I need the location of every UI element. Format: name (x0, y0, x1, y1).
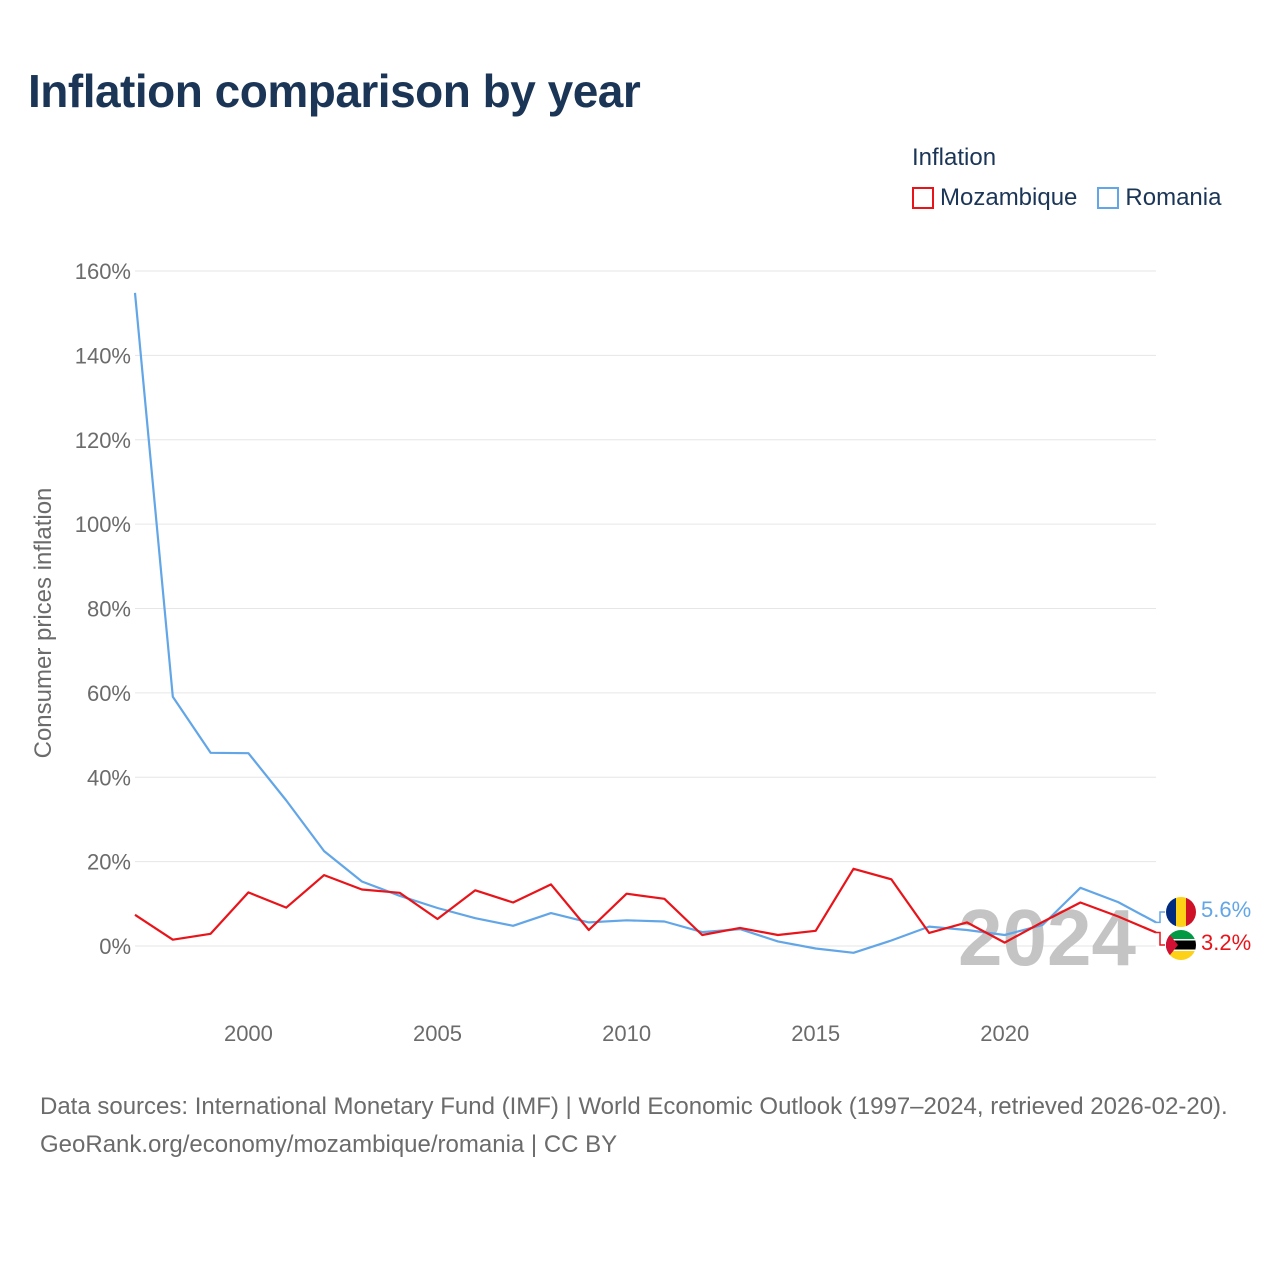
y-axis-label: Consumer prices inflation (30, 488, 57, 759)
legend-title: Inflation (912, 144, 997, 171)
data-sources: Data sources: International Monetary Fun… (40, 1093, 1228, 1120)
series-line-mozambique (134, 867, 1157, 944)
legend-label-romania: Romania (1125, 184, 1222, 211)
x-tick-label: 2010 (602, 1021, 651, 1046)
mozambique-label-connector (1156, 931, 1165, 946)
mozambique-flag-icon (1166, 930, 1196, 960)
romania-label-connector (1156, 911, 1165, 924)
x-tick-label: 2020 (980, 1021, 1029, 1046)
y-tick-label: 0% (99, 934, 131, 959)
credit-link[interactable]: GeoRank.org/economy/mozambique/romania |… (40, 1131, 618, 1158)
y-tick-label: 140% (75, 343, 131, 368)
legend: Mozambique Romania (912, 184, 1221, 212)
x-tick-label: 2015 (791, 1021, 840, 1046)
line-chart: 0%20%40%60%80%100%120%140%160% 2000 2005 2… (30, 259, 1251, 1046)
y-tick-label: 40% (87, 765, 131, 790)
romania-flag-icon (1166, 897, 1196, 927)
y-tick-label: 160% (75, 259, 131, 284)
legend-swatch-romania (1097, 187, 1120, 209)
x-axis: 2000 2005 2010 2015 2020 (224, 1021, 1029, 1046)
legend-item-mozambique[interactable]: Mozambique (912, 184, 1077, 212)
y-tick-label: 100% (75, 512, 131, 537)
footer: Data sources: International Monetary Fun… (40, 1088, 1250, 1164)
chart-title: Inflation comparison by year (28, 65, 641, 117)
y-axis: 0% 20% 40% 60% 80% 100% 120% 140% 160% (75, 259, 131, 959)
y-tick-label: 60% (87, 681, 131, 706)
legend-item-romania[interactable]: Romania (1097, 184, 1221, 212)
x-tick-label: 2005 (413, 1021, 462, 1046)
year-watermark: 2024 (958, 893, 1136, 982)
series-line-romania (133, 292, 1157, 954)
legend-swatch-mozambique (912, 187, 934, 209)
y-tick-label: 80% (87, 597, 131, 622)
series-lines (133, 292, 1165, 954)
y-tick-label: 20% (87, 850, 131, 875)
mozambique-end-label: 3.2% (1201, 930, 1251, 955)
y-tick-label: 120% (75, 428, 131, 453)
x-tick-label: 2000 (224, 1021, 273, 1046)
grid (135, 270, 1156, 947)
romania-end-label: 5.6% (1201, 897, 1251, 922)
legend-label-mozambique: Mozambique (940, 184, 1078, 211)
